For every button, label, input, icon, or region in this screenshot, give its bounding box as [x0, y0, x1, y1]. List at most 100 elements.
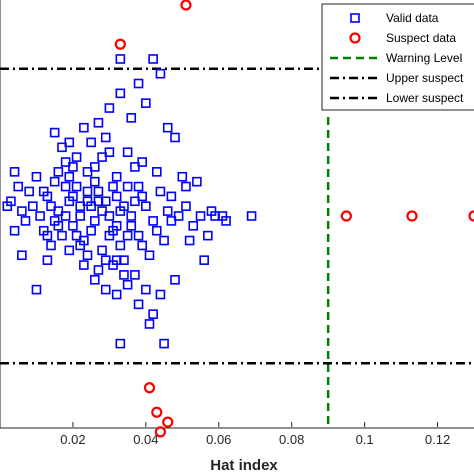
valid-data-point [119, 201, 129, 211]
valid-data-point [111, 191, 122, 202]
valid-data-point [122, 147, 133, 158]
valid-data-point [111, 171, 122, 182]
valid-data-point [13, 181, 24, 192]
valid-data-point [111, 255, 122, 265]
valid-data-point [100, 284, 111, 295]
valid-data-point [9, 225, 20, 236]
valid-data-point [115, 240, 126, 251]
valid-data-point [151, 167, 162, 177]
valid-data-point [68, 221, 78, 231]
valid-data-point [60, 157, 71, 167]
valid-data-point [82, 196, 93, 207]
valid-data-point [38, 186, 49, 197]
suspect-data-point [143, 382, 156, 394]
valid-data-point [93, 117, 104, 128]
valid-data-point [133, 299, 144, 310]
valid-data-point [126, 221, 137, 231]
legend-valid-symbol [350, 13, 360, 23]
x-tick-label: 0.02 [60, 432, 85, 447]
valid-data-point [151, 225, 162, 236]
legend-label: Upper suspect [386, 71, 464, 85]
valid-data-point [46, 201, 56, 211]
valid-data-point [141, 284, 151, 295]
valid-data-point [221, 216, 231, 226]
valid-data-point [17, 206, 27, 216]
legend-label: Warning Level [386, 51, 462, 65]
valid-data-point [148, 216, 158, 226]
valid-data-point [133, 181, 144, 192]
suspect-data-point [151, 406, 163, 418]
valid-data-point [53, 206, 64, 216]
valid-data-point [104, 211, 115, 221]
valid-data-point [49, 127, 60, 138]
valid-data-point [97, 152, 107, 162]
valid-data-point [133, 78, 144, 89]
suspect-data-point [114, 38, 126, 50]
valid-data-point [2, 201, 13, 211]
valid-data-point [130, 162, 140, 172]
valid-data-point [126, 211, 137, 221]
valid-data-point [104, 103, 115, 113]
valid-data-point [115, 338, 126, 349]
valid-data-point [141, 98, 151, 108]
valid-data-point [28, 201, 38, 211]
valid-data-point [133, 230, 144, 241]
valid-data-point [246, 211, 257, 221]
valid-data-point [57, 230, 67, 241]
valid-data-point [68, 162, 78, 172]
valid-data-point [188, 221, 199, 231]
valid-data-point [42, 230, 53, 241]
valid-data-point [71, 181, 82, 192]
valid-data-point [64, 245, 75, 256]
valid-data-point [97, 206, 107, 216]
valid-data-point [71, 152, 82, 162]
valid-data-point [104, 147, 115, 158]
valid-data-point [159, 338, 169, 349]
valid-data-point [170, 274, 180, 285]
valid-data-point [166, 191, 177, 202]
suspect-data-point [468, 210, 474, 222]
valid-data-point [195, 211, 206, 221]
valid-data-point [79, 260, 89, 270]
valid-data-point [100, 132, 111, 143]
valid-data-point [53, 167, 64, 177]
legend-suspect-symbol [349, 32, 361, 44]
valid-data-point [141, 201, 151, 211]
valid-data-point [82, 250, 93, 261]
valid-data-point [75, 240, 86, 251]
valid-data-point [93, 196, 104, 207]
x-tick-label: 0.12 [425, 432, 450, 447]
valid-data-point [79, 122, 89, 133]
valid-data-point [148, 54, 158, 64]
valid-data-point [31, 284, 42, 295]
x-tick-label: 0.1 [356, 432, 374, 447]
suspect-data-point [162, 416, 174, 428]
valid-data-point [170, 132, 180, 143]
valid-data-point [86, 137, 96, 148]
valid-data-point [100, 255, 111, 265]
valid-data-point [49, 176, 60, 187]
suspect-data-point [180, 0, 192, 11]
valid-data-point [192, 176, 202, 187]
suspect-data-point [340, 210, 352, 222]
valid-data-point [115, 54, 126, 64]
valid-data-point [126, 113, 137, 123]
x-tick-label: 0.06 [206, 432, 231, 447]
valid-data-point [104, 230, 115, 241]
valid-data-point [71, 230, 82, 241]
valid-data-point [86, 225, 96, 236]
valid-data-point [64, 171, 75, 182]
valid-data-point [31, 171, 42, 182]
valid-data-point [93, 265, 104, 275]
valid-data-point [155, 186, 166, 197]
valid-data-point [206, 206, 217, 216]
valid-data-point [155, 289, 166, 300]
valid-data-point [130, 270, 140, 280]
valid-data-point [60, 181, 71, 192]
valid-data-point [181, 181, 191, 192]
valid-data-point [90, 216, 100, 226]
valid-data-point [75, 201, 86, 211]
valid-data-point [90, 176, 100, 187]
x-tick-label: 0.08 [279, 432, 304, 447]
legend-label: Lower suspect [386, 91, 464, 105]
